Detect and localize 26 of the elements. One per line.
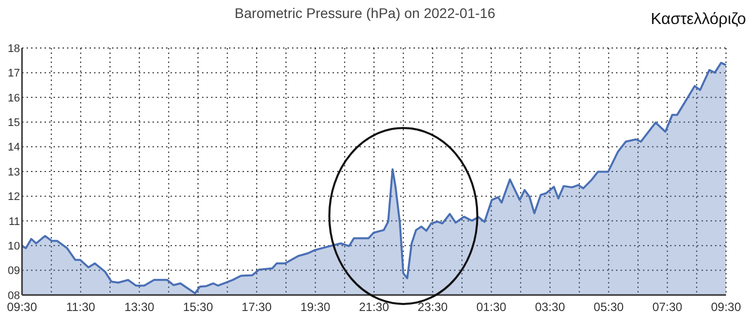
x-tick-label: 19:30 [300, 300, 331, 314]
y-tick-label: 14 [8, 142, 20, 154]
x-tick-label: 21:30 [358, 300, 390, 314]
x-tick-label: 09:30 [6, 300, 38, 314]
chart-title: Barometric Pressure (hPa) on 2022-01-16 [234, 5, 496, 21]
y-tick-label: 18 [8, 42, 20, 55]
x-tick-label: 17:30 [242, 300, 272, 314]
x-tick-label: 13:30 [124, 300, 155, 314]
x-tick-label: 07:30 [652, 300, 683, 314]
text: Καστελλόριζο [650, 11, 746, 28]
x-tick-label: 01:30 [476, 300, 507, 314]
x-tick-label: 23:30 [418, 300, 448, 314]
y-tick-label: 12 [8, 191, 20, 204]
y-tick-label: 13 [8, 166, 20, 178]
x-tick-label: 11:30 [66, 300, 96, 314]
y-tick-label: 09 [8, 265, 20, 278]
x-tick-label: 03:30 [534, 300, 566, 314]
y-tick-label: 10 [8, 240, 20, 252]
y-tick-label: 16 [8, 92, 20, 104]
y-tick-label: 08 [8, 290, 20, 302]
y-tick-label: 17 [8, 68, 20, 80]
x-tick-label: 05:30 [594, 300, 624, 314]
x-tick-label: 09:30 [710, 300, 742, 314]
y-tick-label: 15 [8, 116, 20, 129]
y-tick-label: 11 [8, 216, 20, 228]
x-tick-label: 15:30 [182, 300, 214, 314]
